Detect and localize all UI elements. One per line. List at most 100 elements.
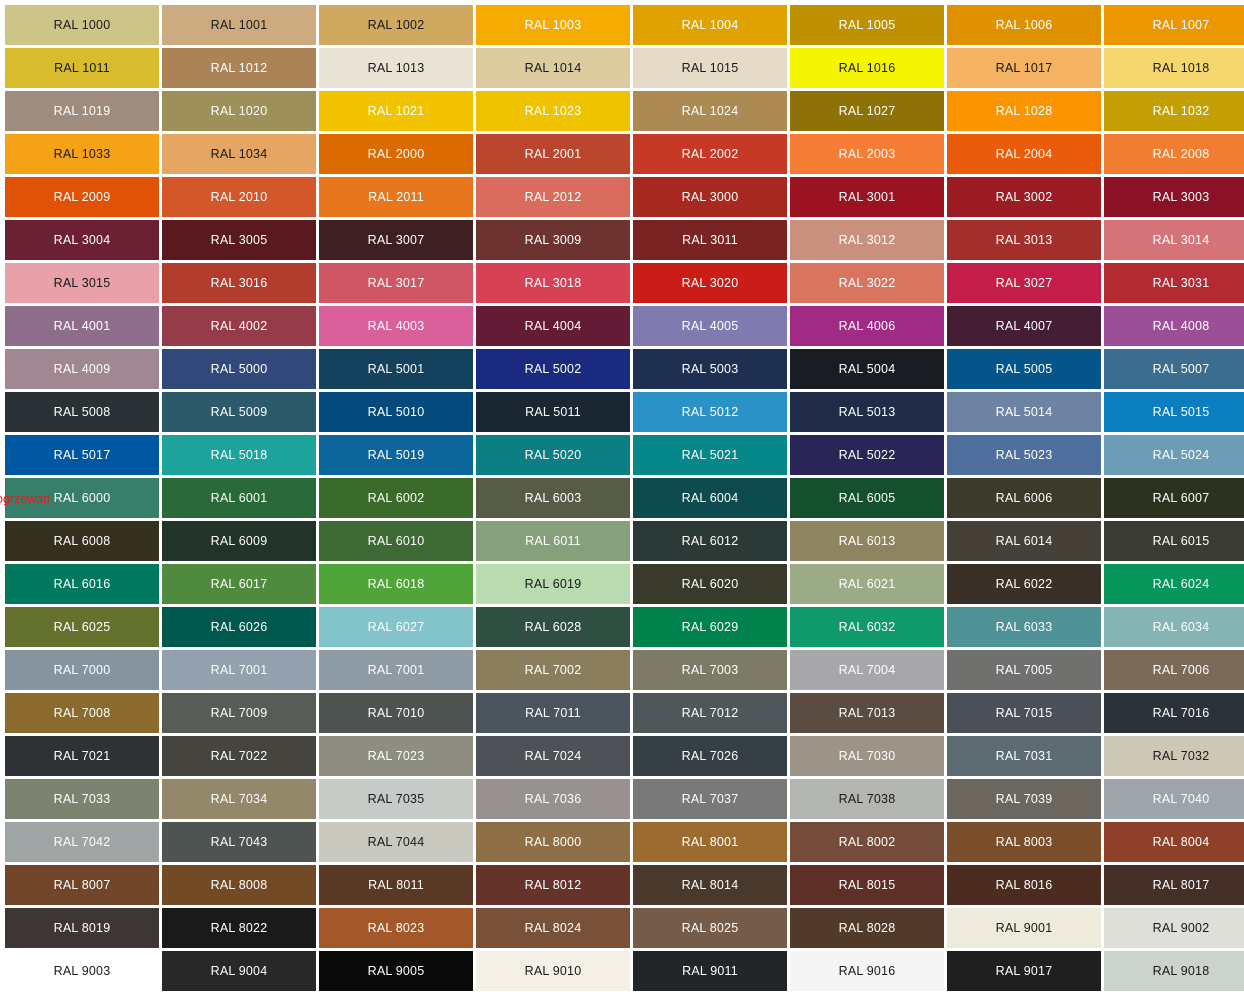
color-swatch[interactable]: RAL 8002 — [790, 822, 944, 862]
color-swatch[interactable]: RAL 5021 — [633, 435, 787, 475]
color-swatch[interactable]: RAL 8007 — [5, 865, 159, 905]
color-swatch[interactable]: RAL 9003 — [5, 951, 159, 991]
color-swatch[interactable]: RAL 6034 — [1104, 607, 1244, 647]
color-swatch[interactable]: RAL 1014 — [476, 48, 630, 88]
color-swatch[interactable]: RAL 7030 — [790, 736, 944, 776]
color-swatch[interactable]: RAL 9005 — [319, 951, 473, 991]
color-swatch[interactable]: RAL 1033 — [5, 134, 159, 174]
color-swatch[interactable]: RAL 1007 — [1104, 5, 1244, 45]
color-swatch[interactable]: RAL 6008 — [5, 521, 159, 561]
color-swatch[interactable]: RAL 8028 — [790, 908, 944, 948]
color-swatch[interactable]: RAL 7036 — [476, 779, 630, 819]
color-swatch[interactable]: RAL 7006 — [1104, 650, 1244, 690]
color-swatch[interactable]: RAL 6013 — [790, 521, 944, 561]
color-swatch[interactable]: RAL 1001 — [162, 5, 316, 45]
color-swatch[interactable]: RAL 3001 — [790, 177, 944, 217]
color-swatch[interactable]: RAL 3009 — [476, 220, 630, 260]
color-swatch[interactable]: RAL 7016 — [1104, 693, 1244, 733]
color-swatch[interactable]: RAL 7001 — [319, 650, 473, 690]
color-swatch[interactable]: RAL 3012 — [790, 220, 944, 260]
color-swatch[interactable]: RAL 2003 — [790, 134, 944, 174]
color-swatch[interactable]: RAL 1018 — [1104, 48, 1244, 88]
color-swatch[interactable]: RAL 8003 — [947, 822, 1101, 862]
color-swatch[interactable]: RAL 1034 — [162, 134, 316, 174]
color-swatch[interactable]: RAL 7022 — [162, 736, 316, 776]
color-swatch[interactable]: RAL 3017 — [319, 263, 473, 303]
color-swatch[interactable]: RAL 5008 — [5, 392, 159, 432]
color-swatch[interactable]: RAL 7037 — [633, 779, 787, 819]
color-swatch[interactable]: RAL 4002 — [162, 306, 316, 346]
color-swatch[interactable]: RAL 6029 — [633, 607, 787, 647]
color-swatch[interactable]: RAL 4004 — [476, 306, 630, 346]
color-swatch[interactable]: RAL 4001 — [5, 306, 159, 346]
color-swatch[interactable]: RAL 3015 — [5, 263, 159, 303]
color-swatch[interactable]: RAL 9016 — [790, 951, 944, 991]
color-swatch[interactable]: RAL 5001 — [319, 349, 473, 389]
color-swatch[interactable]: RAL 6015 — [1104, 521, 1244, 561]
color-swatch[interactable]: RAL 9002 — [1104, 908, 1244, 948]
color-swatch[interactable]: RAL 7032 — [1104, 736, 1244, 776]
color-swatch[interactable]: RAL 4007 — [947, 306, 1101, 346]
color-swatch[interactable]: RAL 5009 — [162, 392, 316, 432]
color-swatch[interactable]: RAL 6003 — [476, 478, 630, 518]
color-swatch[interactable]: RAL 5007 — [1104, 349, 1244, 389]
color-swatch[interactable]: RAL 7031 — [947, 736, 1101, 776]
color-swatch[interactable]: RAL 5017 — [5, 435, 159, 475]
color-swatch[interactable]: RAL 1017 — [947, 48, 1101, 88]
color-swatch[interactable]: RAL 3003 — [1104, 177, 1244, 217]
color-swatch[interactable]: RAL 3027 — [947, 263, 1101, 303]
color-swatch[interactable]: RAL 6001 — [162, 478, 316, 518]
color-swatch[interactable]: RAL 9017 — [947, 951, 1101, 991]
color-swatch[interactable]: RAL 6028 — [476, 607, 630, 647]
color-swatch[interactable]: RAL 6022 — [947, 564, 1101, 604]
color-swatch[interactable]: RAL 1006 — [947, 5, 1101, 45]
color-swatch[interactable]: RAL 1024 — [633, 91, 787, 131]
color-swatch[interactable]: RAL 2000 — [319, 134, 473, 174]
color-swatch[interactable]: RAL 4005 — [633, 306, 787, 346]
color-swatch[interactable]: RAL 7005 — [947, 650, 1101, 690]
color-swatch[interactable]: RAL 2009 — [5, 177, 159, 217]
color-swatch[interactable]: RAL 4009 — [5, 349, 159, 389]
color-swatch[interactable]: RAL 5020 — [476, 435, 630, 475]
color-swatch[interactable]: RAL 7013 — [790, 693, 944, 733]
color-swatch[interactable]: RAL 5014 — [947, 392, 1101, 432]
color-swatch[interactable]: RAL 8017 — [1104, 865, 1244, 905]
color-swatch[interactable]: RAL 6021 — [790, 564, 944, 604]
color-swatch[interactable]: RAL 8015 — [790, 865, 944, 905]
color-swatch[interactable]: RAL 1012 — [162, 48, 316, 88]
color-swatch[interactable]: RAL 7035 — [319, 779, 473, 819]
color-swatch[interactable]: RAL 1002 — [319, 5, 473, 45]
color-swatch[interactable]: RAL 5011 — [476, 392, 630, 432]
color-swatch[interactable]: RAL 8000 — [476, 822, 630, 862]
color-swatch[interactable]: RAL 6009 — [162, 521, 316, 561]
color-swatch[interactable]: RAL 6033 — [947, 607, 1101, 647]
color-swatch[interactable]: RAL 5019 — [319, 435, 473, 475]
color-swatch[interactable]: RAL 6006 — [947, 478, 1101, 518]
color-swatch[interactable]: RAL 5013 — [790, 392, 944, 432]
color-swatch[interactable]: RAL 3022 — [790, 263, 944, 303]
color-swatch[interactable]: RAL 5000 — [162, 349, 316, 389]
color-swatch[interactable]: RAL 2001 — [476, 134, 630, 174]
color-swatch[interactable]: RAL 7034 — [162, 779, 316, 819]
color-swatch[interactable]: RAL 6020 — [633, 564, 787, 604]
color-swatch[interactable]: RAL 7015 — [947, 693, 1101, 733]
color-swatch[interactable]: RAL 8025 — [633, 908, 787, 948]
color-swatch[interactable]: RAL 5004 — [790, 349, 944, 389]
color-swatch[interactable]: RAL 5003 — [633, 349, 787, 389]
color-swatch[interactable]: RAL 6004 — [633, 478, 787, 518]
color-swatch[interactable]: RAL 8014 — [633, 865, 787, 905]
color-swatch[interactable]: RAL 7040 — [1104, 779, 1244, 819]
color-swatch[interactable]: RAL 6018 — [319, 564, 473, 604]
color-swatch[interactable]: RAL 7026 — [633, 736, 787, 776]
color-swatch[interactable]: RAL 2004 — [947, 134, 1101, 174]
color-swatch[interactable]: RAL 6026 — [162, 607, 316, 647]
color-swatch[interactable]: RAL 2012 — [476, 177, 630, 217]
color-swatch[interactable]: RAL 6005 — [790, 478, 944, 518]
color-swatch[interactable]: RAL 7039 — [947, 779, 1101, 819]
color-swatch[interactable]: RAL 1027 — [790, 91, 944, 131]
color-swatch[interactable]: RAL 7044 — [319, 822, 473, 862]
color-swatch[interactable]: RAL 1000 — [5, 5, 159, 45]
color-swatch[interactable]: RAL 6012 — [633, 521, 787, 561]
color-swatch[interactable]: RAL 6024 — [1104, 564, 1244, 604]
color-swatch[interactable]: RAL 7012 — [633, 693, 787, 733]
